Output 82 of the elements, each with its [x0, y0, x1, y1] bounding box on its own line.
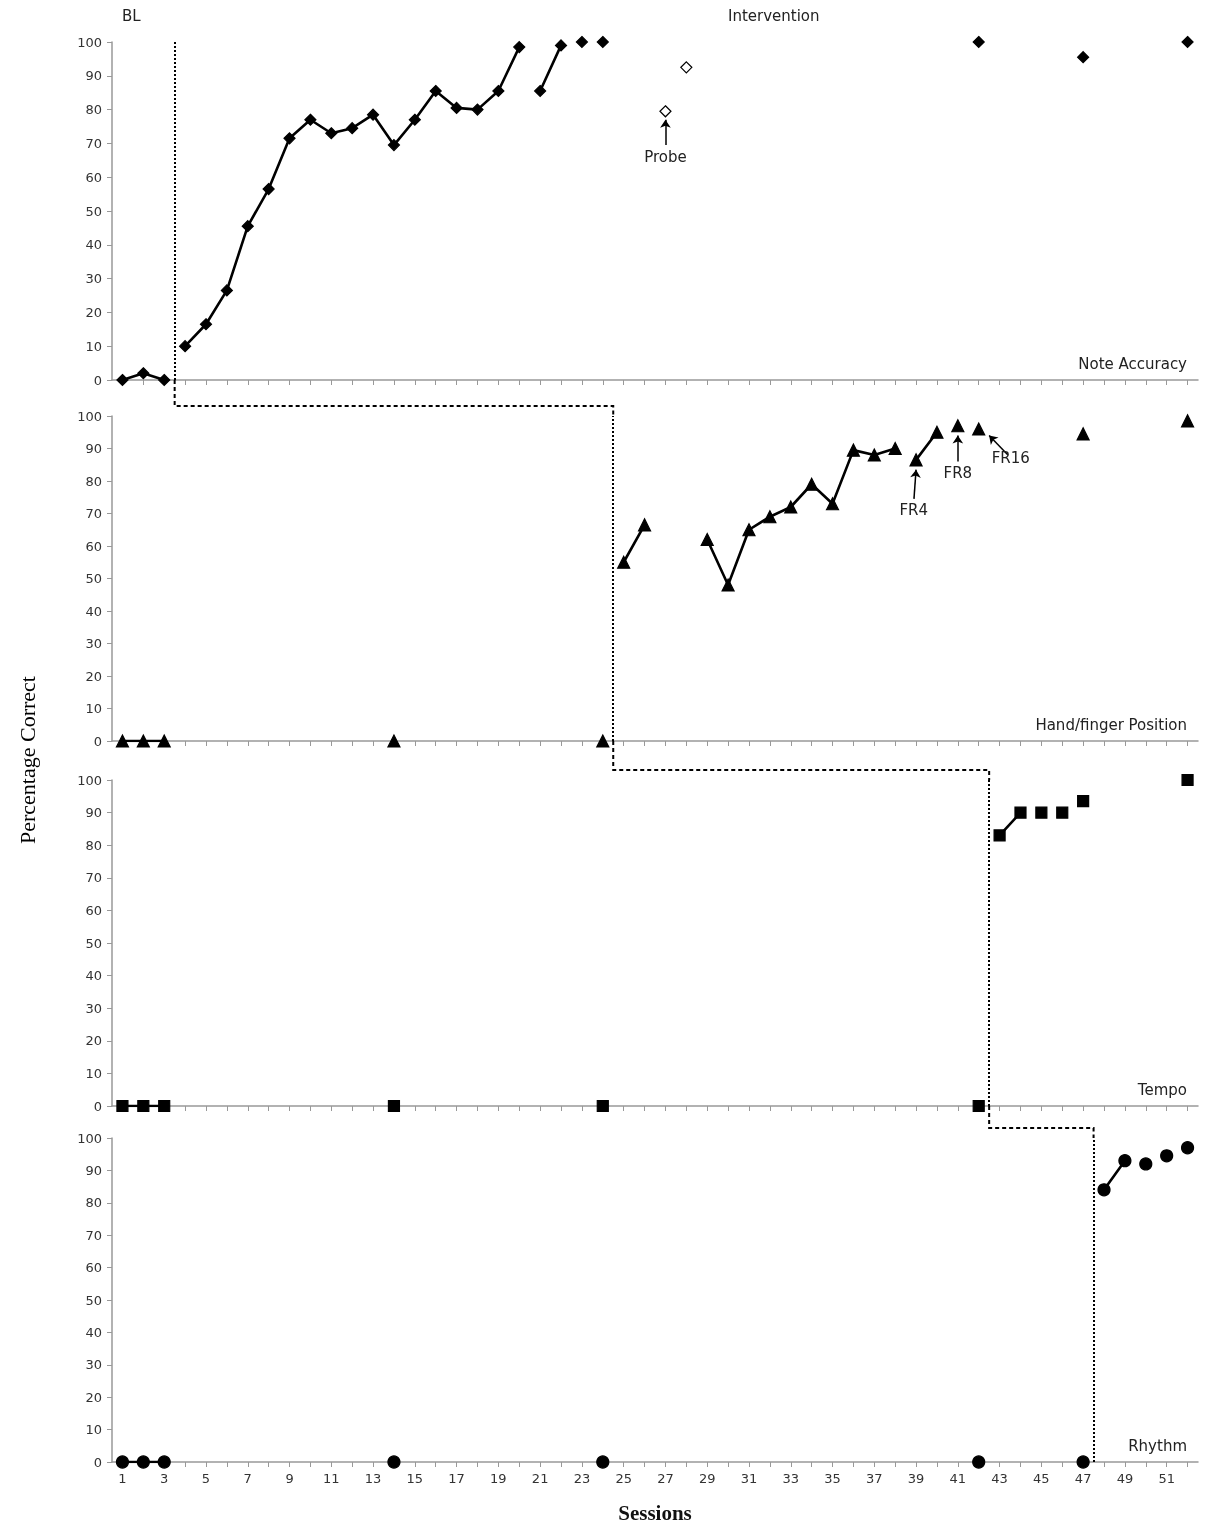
x-tick-label: 35 — [824, 1471, 841, 1486]
y-tick-label: 80 — [85, 1195, 102, 1211]
x-tick-label: 11 — [323, 1471, 340, 1486]
x-tick-label: 43 — [991, 1471, 1008, 1486]
y-tick-label: 100 — [77, 772, 102, 788]
y-tick-label: 100 — [77, 408, 102, 424]
x-tick-label: 3 — [160, 1471, 169, 1486]
y-tick-label: 90 — [85, 1162, 102, 1178]
x-tick-label: 25 — [615, 1471, 632, 1486]
annotation: FR8 — [943, 464, 973, 482]
y-tick-label: 0 — [93, 1454, 102, 1470]
x-tick-label: 31 — [740, 1471, 758, 1486]
text: Hand/finger Position — [1035, 715, 1188, 734]
y-tick-label: 50 — [85, 571, 102, 586]
y-tick-label: 60 — [85, 538, 102, 554]
annotation: FR4 — [899, 501, 928, 520]
x-tick-label: 39 — [907, 1471, 925, 1486]
y-tick-label: 20 — [85, 1389, 102, 1405]
y-tick-label: 60 — [85, 1260, 102, 1276]
y-tick-label: 10 — [85, 1065, 102, 1081]
x-tick-label: 45 — [1033, 1471, 1050, 1486]
y-tick-label: 60 — [85, 902, 102, 918]
y-tick-label: 70 — [85, 870, 102, 886]
text: Intervention — [728, 6, 820, 25]
x-tick-label: 17 — [448, 1471, 465, 1486]
y-tick-label: 20 — [85, 304, 102, 320]
y-tick-label: 90 — [85, 68, 102, 84]
text: Tempo — [1136, 1080, 1187, 1099]
y-tick-label: 30 — [85, 271, 102, 287]
y-tick-label: 90 — [85, 805, 102, 821]
x-tick-label: 15 — [406, 1471, 424, 1486]
y-tick-label: 10 — [85, 1422, 102, 1438]
y-tick-label: 80 — [85, 102, 102, 118]
y-tick-label: 80 — [85, 837, 102, 853]
y-tick-label: 60 — [85, 169, 102, 185]
x-tick-label: 1 — [118, 1471, 127, 1486]
y-tick-label: 50 — [85, 1292, 102, 1308]
y-tick-label: 40 — [85, 1324, 102, 1340]
y-tick-label: 70 — [85, 135, 102, 151]
y-tick-label: 80 — [85, 473, 102, 489]
y-tick-label: 100 — [77, 1130, 102, 1146]
y-axis-title: Percentage Correct — [15, 676, 41, 844]
y-tick-label: 30 — [85, 636, 102, 651]
y-tick-label: 30 — [85, 1357, 102, 1373]
y-tick-label: 100 — [77, 34, 102, 50]
y-tick-label: 70 — [85, 506, 102, 521]
x-tick-label: 19 — [490, 1471, 507, 1486]
text: Note Accuracy — [1078, 354, 1188, 373]
x-tick-label: 29 — [698, 1471, 716, 1486]
y-tick-label: 30 — [85, 1000, 102, 1016]
x-tick-label: 47 — [1074, 1471, 1092, 1486]
x-tick-label: 49 — [1116, 1471, 1134, 1486]
x-tick-label: 27 — [657, 1471, 674, 1486]
x-tick-label: 21 — [531, 1471, 549, 1486]
x-tick-label: 13 — [364, 1471, 382, 1486]
x-tick-label: 23 — [573, 1471, 591, 1486]
y-tick-label: 40 — [85, 237, 102, 253]
y-tick-label: 10 — [85, 338, 102, 354]
y-tick-label: 90 — [85, 441, 102, 456]
x-tick-label: 33 — [782, 1471, 800, 1486]
text: Rhythm — [1128, 1436, 1188, 1455]
y-tick-label: 20 — [85, 668, 102, 684]
x-tick-label: 7 — [243, 1471, 252, 1486]
x-tick-label: 9 — [285, 1471, 294, 1486]
annotation: FR16 — [991, 448, 1030, 467]
y-tick-label: 40 — [85, 968, 102, 984]
x-tick-label: 37 — [866, 1471, 883, 1486]
y-tick-label: 50 — [85, 203, 102, 219]
annotation: Probe — [644, 147, 687, 166]
y-tick-label: 0 — [93, 1098, 102, 1114]
y-tick-label: 40 — [85, 603, 102, 619]
x-tick-label: 51 — [1158, 1471, 1175, 1486]
y-tick-label: 10 — [85, 701, 102, 716]
y-tick-label: 70 — [85, 1227, 102, 1243]
y-tick-label: 0 — [93, 372, 102, 388]
y-tick-label: 50 — [85, 935, 102, 951]
y-tick-label: 0 — [93, 733, 102, 749]
text: BL — [122, 6, 142, 25]
y-tick-label: 20 — [85, 1033, 102, 1049]
x-tick-label: 41 — [949, 1471, 967, 1486]
x-tick-label: 5 — [201, 1471, 211, 1486]
x-axis-title: Sessions — [618, 1500, 692, 1525]
